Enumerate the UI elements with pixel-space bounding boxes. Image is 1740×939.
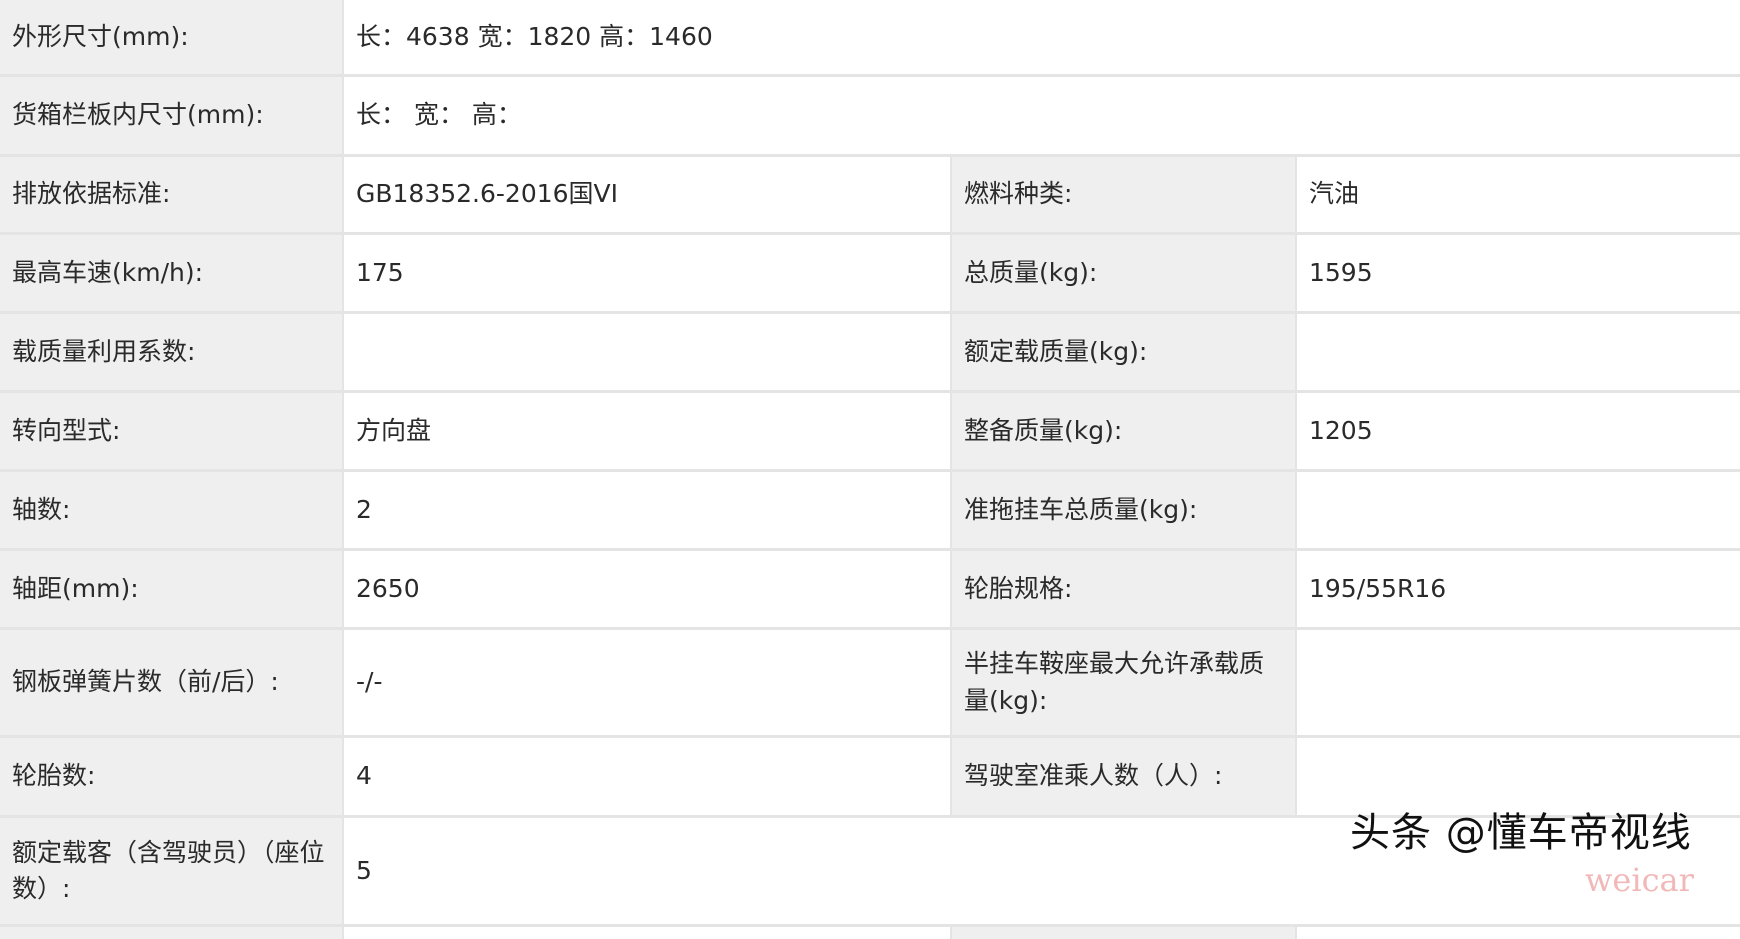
spec-label: 准拖挂车总质量(kg): (952, 472, 1295, 548)
spec-label: 钢板弹簧片数（前/后）: (0, 630, 342, 735)
spec-value: 汽油 (1297, 157, 1740, 232)
spec-label: 总质量(kg): (952, 235, 1295, 311)
spec-label: 轴距(mm): (0, 551, 342, 627)
table-row-partial (344, 927, 950, 939)
spec-value: 1595 (1297, 235, 1740, 311)
spec-label: 燃料种类: (952, 157, 1295, 232)
table-row-partial (952, 927, 1295, 939)
spec-label: 最高车速(km/h): (0, 235, 342, 311)
spec-value: 1205 (1297, 393, 1740, 469)
table-row-partial (0, 927, 342, 939)
spec-value: 4 (344, 738, 950, 815)
spec-label: 半挂车鞍座最大允许承载质量(kg): (952, 630, 1295, 735)
spec-value: 195/55R16 (1297, 551, 1740, 627)
spec-label: 轮胎规格: (952, 551, 1295, 627)
watermark: 头条 @懂车帝视线 (1350, 810, 1692, 856)
spec-value: 长：4638 宽：1820 高：1460 (344, 0, 1740, 74)
spec-value: 长： 宽： 高： (344, 77, 1740, 154)
spec-label: 转向型式: (0, 393, 342, 469)
table-row-partial (1297, 927, 1740, 939)
spec-value (1297, 314, 1740, 390)
spec-label: 驾驶室准乘人数（人）: (952, 738, 1295, 815)
spec-value (1297, 472, 1740, 548)
spec-value: 2650 (344, 551, 950, 627)
spec-label: 排放依据标准: (0, 157, 342, 232)
spec-label: 外形尺寸(mm): (0, 0, 342, 74)
spec-value: 2 (344, 472, 950, 548)
spec-value: 方向盘 (344, 393, 950, 469)
spec-value (1297, 630, 1740, 735)
spec-label: 轴数: (0, 472, 342, 548)
spec-value (1297, 738, 1740, 815)
spec-value (344, 314, 950, 390)
spec-value: GB18352.6-2016国VI (344, 157, 950, 232)
spec-value: -/- (344, 630, 950, 735)
spec-value: 175 (344, 235, 950, 311)
spec-label: 货箱栏板内尺寸(mm): (0, 77, 342, 154)
spec-label: 整备质量(kg): (952, 393, 1295, 469)
spec-label: 轮胎数: (0, 738, 342, 815)
spec-label: 载质量利用系数: (0, 314, 342, 390)
spec-label: 额定载客（含驾驶员）（座位数）: (0, 818, 342, 924)
spec-label: 额定载质量(kg): (952, 314, 1295, 390)
watermark-weicar: weicar (1585, 861, 1694, 899)
